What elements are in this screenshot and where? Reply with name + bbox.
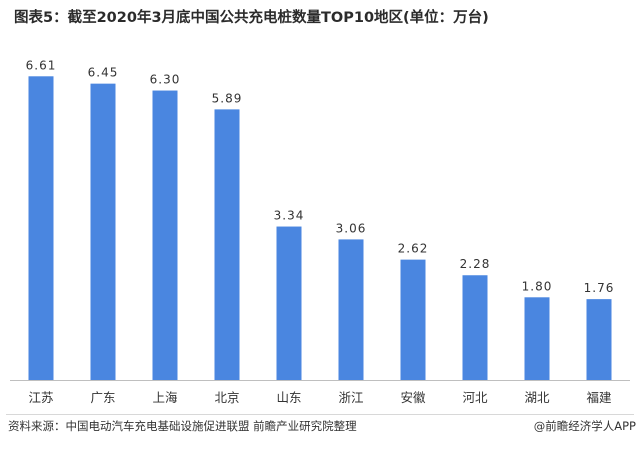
value-label: 6.30 — [150, 73, 181, 87]
bar — [586, 299, 612, 380]
value-label: 6.61 — [26, 58, 57, 72]
category-label: 安徽 — [400, 390, 426, 405]
credit-note: @前瞻经济学人APP — [533, 419, 636, 433]
category-label: 上海 — [152, 390, 178, 405]
bar — [276, 226, 302, 380]
chart-footer: 资料来源：中国电动汽车充电基础设施促进联盟 前瞻产业研究院整理 @前瞻经济学人A… — [0, 414, 640, 436]
bar — [400, 259, 426, 380]
bar — [28, 76, 54, 380]
bar — [90, 83, 116, 380]
bar — [338, 239, 364, 380]
category-label: 广东 — [90, 390, 115, 405]
value-label: 6.45 — [88, 66, 119, 80]
bar — [152, 90, 178, 381]
footer-divider — [6, 414, 634, 415]
value-label: 5.89 — [212, 91, 243, 105]
source-note: 资料来源：中国电动汽车充电基础设施促进联盟 前瞻产业研究院整理 — [8, 419, 357, 433]
category-label: 浙江 — [338, 390, 363, 405]
bar — [524, 297, 550, 380]
value-label: 1.80 — [522, 279, 553, 293]
value-label: 2.28 — [460, 257, 491, 271]
category-label: 江苏 — [28, 390, 53, 405]
bar — [214, 109, 240, 380]
chart-title: 图表5：截至2020年3月底中国公共充电桩数量TOP10地区(单位：万台) — [14, 10, 489, 26]
category-label: 山东 — [276, 390, 301, 405]
value-label: 1.76 — [584, 281, 615, 295]
value-label: 2.62 — [398, 242, 429, 256]
category-label: 湖北 — [524, 390, 550, 405]
value-label: 3.06 — [336, 221, 367, 235]
category-label: 河北 — [462, 390, 488, 405]
bar — [462, 275, 488, 380]
category-label: 福建 — [586, 390, 612, 405]
value-label: 3.34 — [274, 209, 305, 223]
category-label: 北京 — [214, 390, 239, 405]
